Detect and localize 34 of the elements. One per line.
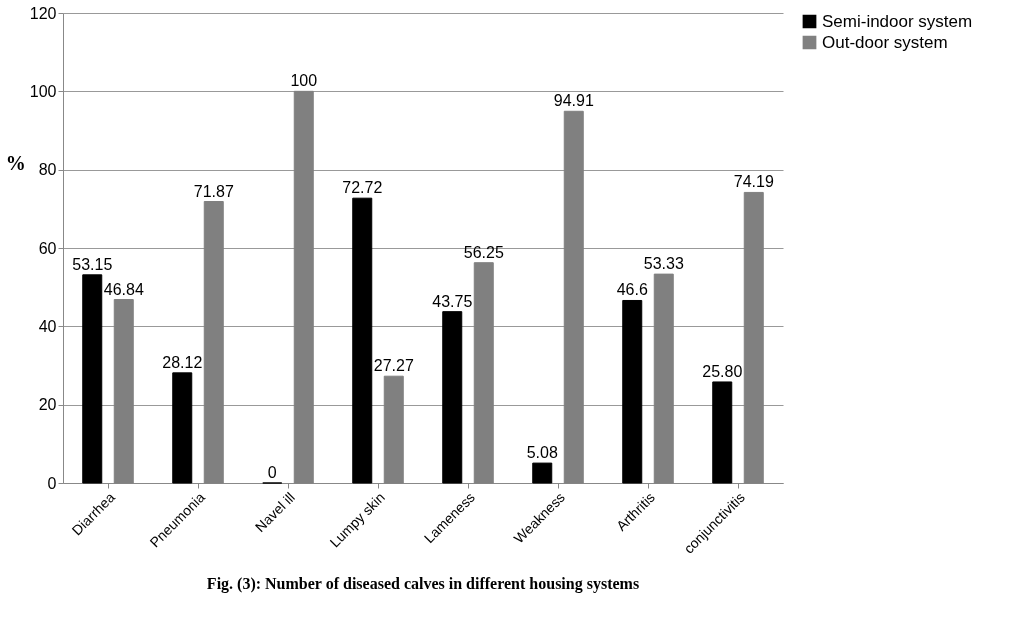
data-label: 53.33 (643, 255, 684, 273)
data-label: 53.15 (72, 255, 113, 273)
y-tick-label: 40 (38, 317, 57, 335)
data-label: 56.25 (463, 243, 504, 261)
y-axis-title: % (5, 151, 26, 174)
y-tick-label: 100 (29, 82, 57, 100)
bar (172, 372, 193, 484)
data-label: 25.80 (702, 362, 743, 380)
data-label: 27.27 (373, 357, 414, 375)
bar (82, 274, 103, 484)
y-tick-label: 20 (38, 396, 57, 414)
y-tick-label: 120 (29, 4, 57, 22)
y-tick-label: 60 (38, 239, 57, 257)
data-label: 28.12 (162, 353, 203, 371)
data-label: 46.84 (103, 280, 144, 298)
bar (532, 462, 553, 484)
y-tick-label: 0 (47, 474, 57, 492)
legend-label: Out-door system (822, 32, 948, 52)
data-label: 71.87 (193, 182, 234, 200)
data-label: 5.08 (526, 444, 558, 462)
data-label: 94.91 (553, 92, 594, 110)
y-tick-label: 80 (38, 161, 57, 179)
data-label: 0 (267, 464, 277, 481)
text: Fig. (3): Number of diseased calves in different housing systems (206, 575, 640, 594)
bar (622, 299, 643, 484)
legend-label: Semi-indoor system (822, 11, 973, 31)
bar (352, 197, 373, 484)
data-label: 100 (290, 72, 318, 90)
data-label: 72.72 (342, 179, 383, 197)
bar (712, 381, 733, 484)
data-label: 46.6 (616, 281, 648, 299)
bar (442, 311, 463, 484)
data-label: 74.19 (733, 173, 774, 191)
data-label: 43.75 (432, 292, 473, 310)
